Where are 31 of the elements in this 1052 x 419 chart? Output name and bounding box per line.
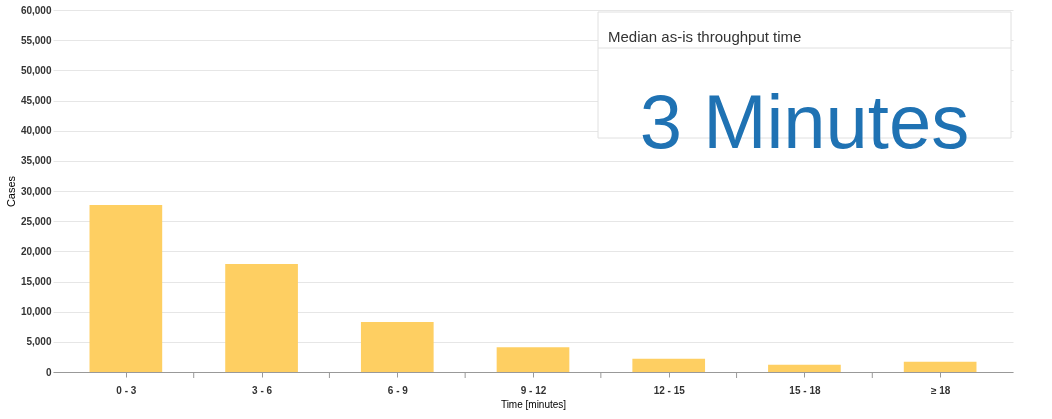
x-tick-label: 12 - 15 (653, 384, 686, 396)
bar (768, 364, 841, 372)
y-tick-label: 50,000 (20, 64, 52, 76)
x-tick-label: 0 - 3 (116, 384, 137, 396)
bar (225, 264, 298, 372)
y-tick-label: 35,000 (20, 155, 52, 167)
annotation: 3 Minutes (639, 79, 970, 164)
y-tick-label: 15,000 (20, 276, 52, 287)
y-tick-label: 20,000 (20, 245, 52, 257)
y-axis-title: Cases (4, 175, 17, 208)
y-tick-label: 60,000 (20, 4, 52, 16)
bar (496, 347, 570, 372)
y-tick-label: 0 (45, 366, 52, 378)
bar (632, 358, 706, 372)
annotation: Median as-is throughput time (608, 28, 802, 45)
bar (360, 321, 434, 372)
y-tick-label: 25,000 (20, 215, 52, 227)
x-axis-title: Time [minutes] (500, 398, 567, 410)
x-tick-label: 6 - 9 (387, 384, 409, 396)
bar (903, 361, 977, 372)
x-tick-label: 3 - 6 (252, 384, 273, 396)
y-tick-label: 10,000 (20, 306, 52, 318)
y-tick-label: 40,000 (20, 125, 52, 137)
y-tick-label: 55,000 (20, 34, 52, 46)
y-tick-label: 45,000 (20, 95, 52, 106)
x-tick-label: 15 - 18 (789, 384, 821, 396)
bar (89, 204, 163, 372)
x-tick-label: 9 - 12 (520, 384, 547, 396)
x-tick-label: ≥ 18 (930, 384, 951, 396)
y-tick-label: 30,000 (20, 185, 52, 197)
y-tick-label: 5,000 (26, 336, 52, 348)
